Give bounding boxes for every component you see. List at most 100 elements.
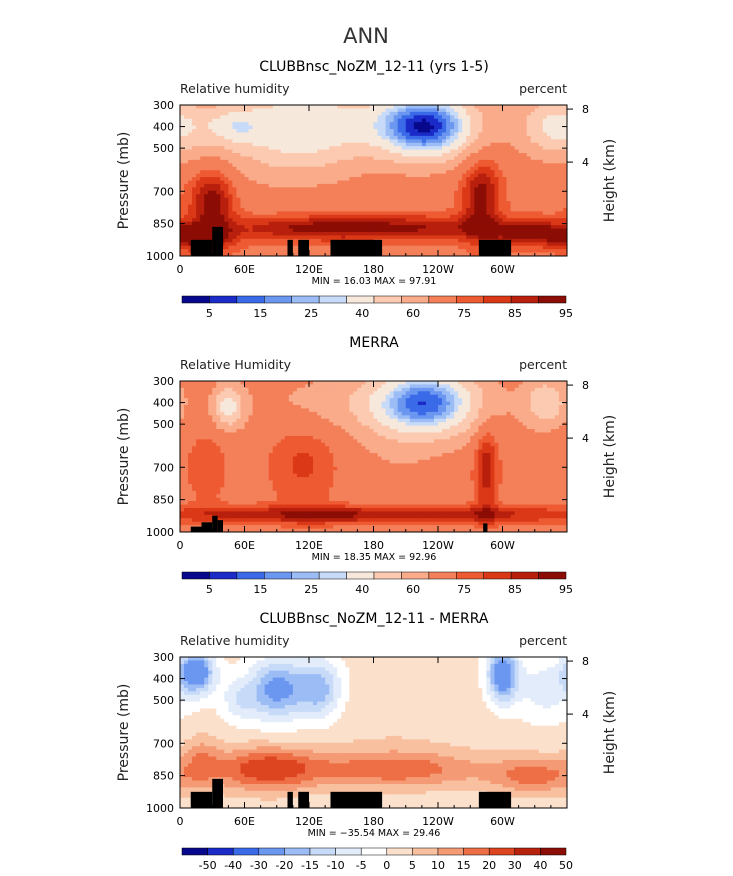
field-cell [313, 170, 318, 174]
field-cell [341, 229, 346, 233]
field-cell [257, 115, 262, 119]
field-cell [297, 205, 302, 209]
field-cell [224, 388, 229, 392]
field-cell [418, 187, 423, 191]
field-cell [192, 391, 197, 395]
field-cell [494, 402, 499, 406]
field-cell [281, 108, 286, 112]
field-cell [442, 391, 447, 395]
field-cell [265, 201, 270, 205]
field-cell [438, 163, 443, 167]
field-cell [361, 139, 366, 143]
field-cell [273, 139, 278, 143]
field-cell [438, 222, 443, 226]
field-cell [265, 191, 270, 195]
field-cell [261, 398, 266, 402]
field-cell [406, 225, 411, 229]
field-cell [442, 119, 447, 123]
field-cell [486, 205, 491, 209]
field-cell [208, 232, 213, 236]
field-cell [361, 115, 366, 119]
field-cell [414, 139, 419, 143]
field-cell [236, 191, 241, 195]
field-cell [236, 115, 241, 119]
field-cell [192, 174, 197, 178]
field-cell [333, 119, 338, 123]
field-cell [547, 388, 552, 392]
field-cell [216, 201, 221, 205]
field-cell [410, 108, 415, 112]
field-cell [374, 198, 379, 202]
field-cell [365, 395, 370, 399]
field-cell [390, 242, 395, 246]
field-cell [555, 112, 560, 116]
field-cell [394, 132, 399, 136]
field-cell [281, 235, 286, 239]
field-cell [257, 191, 262, 195]
field-cell [313, 201, 318, 205]
field-cell [486, 132, 491, 136]
field-cell [519, 246, 524, 250]
field-cell [446, 402, 451, 406]
field-cell [188, 225, 193, 229]
field-cell [301, 115, 306, 119]
field-cell [458, 215, 463, 219]
field-cell [365, 115, 370, 119]
field-cell [398, 160, 403, 164]
field-cell [434, 198, 439, 202]
field-cell [208, 108, 213, 112]
field-cell [422, 177, 427, 181]
field-cell [281, 398, 286, 402]
field-cell [390, 391, 395, 395]
field-cell [305, 136, 310, 140]
field-cell [519, 239, 524, 243]
field-cell [220, 381, 225, 385]
field-cell [349, 222, 354, 226]
field-cell [410, 143, 415, 147]
field-cell [551, 242, 556, 246]
field-cell [378, 184, 383, 188]
field-cell [228, 163, 233, 167]
colorbar-swatch [456, 296, 483, 303]
field-cell [523, 242, 528, 246]
field-cell [228, 235, 233, 239]
field-cell [180, 201, 185, 205]
field-cell [466, 163, 471, 167]
field-cell [277, 211, 282, 215]
field-cell [547, 215, 552, 219]
field-cell [394, 153, 399, 157]
topography-mask [212, 227, 223, 256]
field-cell [503, 205, 508, 209]
field-cell [511, 388, 516, 392]
field-cell [265, 229, 270, 233]
field-cell [245, 222, 250, 226]
field-cell [438, 136, 443, 140]
field-cell [422, 246, 427, 250]
field-cell [555, 184, 560, 188]
field-cell [216, 170, 221, 174]
field-cell [184, 384, 189, 388]
field-cell [535, 177, 540, 181]
field-cell [329, 181, 334, 185]
field-cell [253, 139, 258, 143]
field-cell [555, 119, 560, 123]
field-cell [490, 119, 495, 123]
field-cell [180, 153, 185, 157]
field-cell [301, 384, 306, 388]
field-cell [559, 225, 564, 229]
field-cell [466, 126, 471, 130]
field-cell [394, 160, 399, 164]
field-cell [470, 225, 475, 229]
field-cell [333, 187, 338, 191]
field-cell [269, 184, 274, 188]
field-cell [184, 150, 189, 154]
field-cell [515, 391, 520, 395]
field-cell [309, 187, 314, 191]
field-cell [406, 115, 411, 119]
field-cell [470, 246, 475, 250]
field-cell [442, 132, 447, 136]
field-cell [313, 112, 318, 116]
field-cell [559, 174, 564, 178]
field-cell [208, 119, 213, 123]
field-cell [382, 115, 387, 119]
